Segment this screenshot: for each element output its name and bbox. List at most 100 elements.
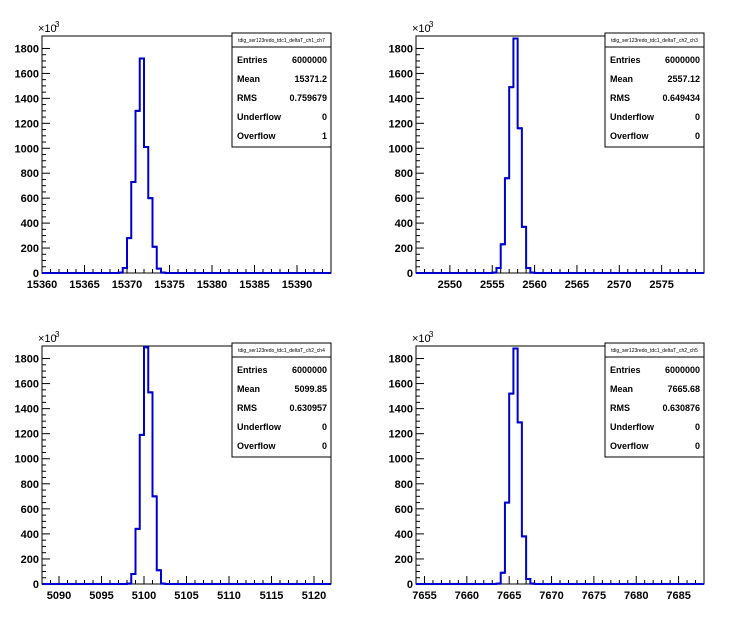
- stats-label: Mean: [237, 74, 260, 84]
- stats-label: Underflow: [610, 422, 655, 432]
- histogram-panel: 0 200 400 600 800 1000 1200 1400 1600 1800 ×103 255…: [389, 20, 705, 291]
- stats-value: 0: [695, 131, 700, 141]
- histogram-panel: 0 200 400 600 800 1000 1200 1400 1600 1800 ×103 153…: [15, 20, 332, 291]
- x-tick-label: 2570: [607, 279, 631, 291]
- y-tick-label: 200: [21, 554, 39, 566]
- y-exponent-label: ×10: [412, 333, 431, 345]
- y-exponent-label: ×10: [38, 23, 57, 35]
- y-tick-label: 200: [395, 554, 413, 566]
- stats-box-frame: [231, 32, 332, 148]
- stats-value: 6000000: [665, 55, 700, 65]
- y-tick-label: 1000: [389, 454, 413, 466]
- stats-value: 0.759679: [289, 93, 327, 103]
- stats-box: tdig_ser123redo_tdc1_deltaT_ch2_ch5 Entri…: [604, 342, 705, 458]
- x-tick-label: 15385: [239, 279, 270, 291]
- y-tick-label: 1000: [15, 454, 39, 466]
- y-tick-label: 1200: [389, 429, 413, 441]
- stats-title: tdig_ser123redo_tdc1_deltaT_ch2_ch3: [611, 38, 698, 44]
- stats-label: Mean: [237, 384, 260, 394]
- y-exponent-power: 3: [55, 20, 60, 29]
- y-tick-label: 400: [21, 218, 39, 230]
- x-tick-label: 5115: [260, 590, 284, 602]
- histogram-panel: 0 200 400 600 800 1000 1200 1400 1600 1800 ×103 765…: [389, 330, 705, 602]
- y-tick-label: 0: [407, 268, 413, 280]
- y-tick-label: 600: [395, 193, 413, 205]
- x-tick-label: 7680: [624, 590, 648, 602]
- stats-label: Overflow: [610, 131, 650, 141]
- y-tick-label: 1400: [15, 93, 39, 105]
- stats-box-frame: [604, 32, 705, 148]
- y-tick-label: 1600: [389, 68, 413, 80]
- x-tick-label: 2550: [438, 279, 462, 291]
- stats-label: Overflow: [237, 441, 277, 451]
- stats-label: Underflow: [237, 422, 282, 432]
- stats-title: tdig_ser123redo_tdc1_deltaT_ch1_ch7: [238, 38, 325, 44]
- x-tick-label: 15390: [282, 279, 313, 291]
- stats-label: Overflow: [610, 441, 650, 451]
- x-tick-label: 15370: [112, 279, 143, 291]
- x-tick-label: 5090: [47, 590, 71, 602]
- y-tick-label: 400: [395, 218, 413, 230]
- x-tick-label: 7665: [497, 590, 521, 602]
- y-exponent-label: ×10: [412, 23, 431, 35]
- stats-label: RMS: [610, 93, 630, 103]
- y-tick-label: 1800: [15, 354, 39, 366]
- y-tick-label: 1600: [15, 68, 39, 80]
- stats-label: RMS: [610, 403, 630, 413]
- x-tick-label: 5100: [132, 590, 156, 602]
- x-tick-label: 2575: [649, 279, 673, 291]
- y-tick-label: 1800: [15, 43, 39, 55]
- stats-value: 0: [322, 441, 327, 451]
- stats-label: Entries: [237, 365, 268, 375]
- y-tick-label: 1200: [15, 429, 39, 441]
- y-exponent-power: 3: [55, 330, 60, 339]
- stats-value: 6000000: [292, 365, 327, 375]
- y-tick-label: 800: [21, 168, 39, 180]
- x-tick-label: 7670: [539, 590, 563, 602]
- y-exponent-power: 3: [429, 20, 434, 29]
- x-tick-label: 15360: [27, 279, 58, 291]
- stats-value: 5099.85: [294, 384, 327, 394]
- x-tick-label: 5110: [217, 590, 241, 602]
- stats-value: 0: [695, 422, 700, 432]
- stats-box: tdig_ser123redo_tdc1_deltaT_ch1_ch7 Entri…: [231, 32, 332, 148]
- y-tick-label: 200: [21, 243, 39, 255]
- stats-value: 6000000: [292, 55, 327, 65]
- y-tick-label: 1000: [15, 143, 39, 155]
- stats-title: tdig_ser123redo_tdc1_deltaT_ch2_ch4: [238, 348, 325, 354]
- stats-box-frame: [604, 342, 705, 458]
- x-tick-label: 2565: [565, 279, 589, 291]
- y-exponent-label: ×10: [38, 333, 57, 345]
- y-tick-label: 400: [21, 529, 39, 541]
- x-tick-label: 7655: [412, 590, 436, 602]
- y-tick-label: 1400: [15, 404, 39, 416]
- stats-value: 0: [695, 112, 700, 122]
- stats-box: tdig_ser123redo_tdc1_deltaT_ch2_ch3 Entri…: [604, 32, 705, 148]
- x-tick-label: 7660: [455, 590, 479, 602]
- stats-value: 0.630957: [289, 403, 327, 413]
- x-tick-label: 2560: [522, 279, 546, 291]
- y-tick-label: 0: [407, 579, 413, 591]
- stats-value: 0: [695, 441, 700, 451]
- stats-label: Entries: [237, 55, 268, 65]
- stats-value: 0: [322, 112, 327, 122]
- x-tick-label: 5095: [89, 590, 113, 602]
- y-tick-label: 1600: [15, 379, 39, 391]
- x-tick-label: 7685: [666, 590, 690, 602]
- stats-label: RMS: [237, 93, 257, 103]
- stats-label: Entries: [610, 365, 641, 375]
- x-tick-label: 15365: [69, 279, 100, 291]
- y-tick-label: 1400: [389, 404, 413, 416]
- y-exponent-power: 3: [429, 330, 434, 339]
- stats-value: 7665.68: [667, 384, 700, 394]
- y-tick-label: 1400: [389, 93, 413, 105]
- y-tick-label: 600: [395, 504, 413, 516]
- stats-label: Entries: [610, 55, 641, 65]
- stats-value: 0: [322, 422, 327, 432]
- stats-label: Underflow: [610, 112, 655, 122]
- stats-label: Mean: [610, 74, 633, 84]
- stats-value: 2557.12: [667, 74, 700, 84]
- y-tick-label: 200: [395, 243, 413, 255]
- y-tick-label: 800: [21, 479, 39, 491]
